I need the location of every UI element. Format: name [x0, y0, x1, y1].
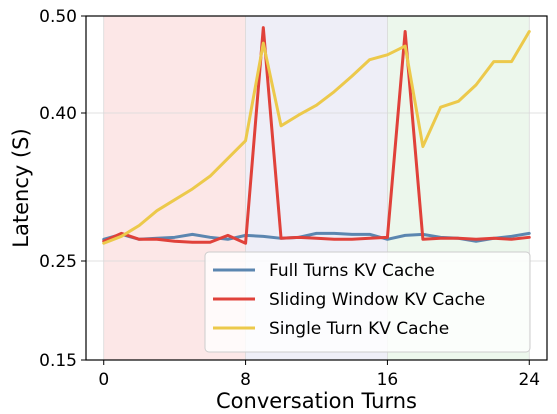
x-tick-label-0: 0 — [98, 370, 109, 390]
series-line-single-turn-kv-cache — [102, 30, 531, 245]
plot-frame — [85, 15, 548, 361]
y-tick-label-1: 0.25 — [39, 252, 77, 272]
legend-label-full-turns-kv-cache: Full Turns KV Cache — [269, 261, 435, 281]
legend-label-single-turn-kv-cache: Single Turn KV Cache — [269, 319, 449, 339]
legend-box — [204, 251, 531, 353]
x-tick-label-3: 24 — [518, 370, 540, 390]
y-axis-title: Latency (S) — [9, 128, 33, 247]
y-axis: 0.15 0.25 0.40 0.50 — [39, 7, 86, 371]
x-tick-label-1: 8 — [240, 370, 251, 390]
series-lines — [102, 26, 531, 245]
y-tick-label-0: 0.15 — [39, 351, 77, 371]
x-tick-label-2: 16 — [377, 370, 399, 390]
x-axis-title: Conversation Turns — [216, 389, 417, 413]
legend: Full Turns KV Cache Sliding Window KV Cac… — [204, 251, 531, 353]
x-axis: 0 8 16 24 — [98, 360, 540, 390]
series-line-sliding-window-kv-cache — [102, 26, 531, 245]
y-tick-label-2: 0.40 — [39, 104, 77, 124]
y-tick-label-3: 0.50 — [39, 7, 77, 27]
legend-label-sliding-window-kv-cache: Sliding Window KV Cache — [269, 290, 485, 310]
